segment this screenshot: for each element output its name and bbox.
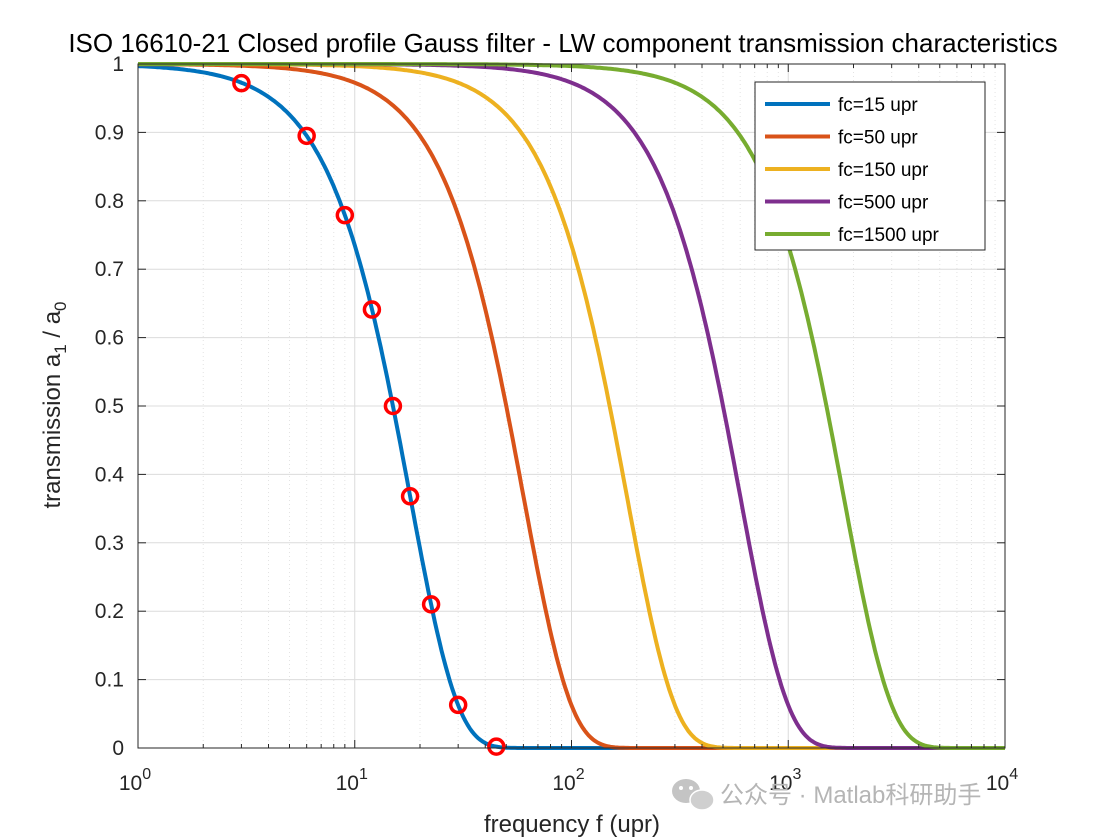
marker-point xyxy=(448,695,468,715)
marker-point xyxy=(297,126,316,146)
legend: fc=15 upr fc=50 upr fc=150 upr fc=500 upr fc… xyxy=(754,81,986,251)
y-axis-label: transmission a1 / a0 xyxy=(39,301,70,508)
marker-point xyxy=(383,396,403,416)
x-axis-label: frequency f (upr) xyxy=(484,811,660,838)
legend-label: fc=1500 upr xyxy=(838,225,940,246)
y-tick-label: 0 xyxy=(112,737,124,760)
chart-title: ISO 16610-21 Closed profile Gauss filter… xyxy=(68,28,1057,58)
marker-point xyxy=(362,300,382,319)
legend-label: fc=150 upr xyxy=(838,160,929,181)
legend-label: fc=15 upr xyxy=(838,95,918,116)
y-tick-label: 1 xyxy=(112,53,124,76)
x-tick-label: 102 xyxy=(552,766,584,795)
y-axis-label-mid: / a xyxy=(39,310,66,344)
y-tick-label: 0.3 xyxy=(95,532,124,555)
x-tick-label: 103 xyxy=(769,766,801,795)
marker-point xyxy=(421,595,441,614)
y-axis-label-sub1: 1 xyxy=(51,344,70,353)
legend-label: fc=500 upr xyxy=(838,193,929,214)
y-tick-label: 0.2 xyxy=(95,600,124,623)
marker-points xyxy=(232,73,506,756)
legend-box xyxy=(754,81,986,251)
y-tick-label: 0.6 xyxy=(95,327,124,350)
marker-point xyxy=(400,487,420,506)
y-tick-label: 0.5 xyxy=(95,395,124,418)
x-tick-label: 100 xyxy=(119,766,151,795)
wechat-icon xyxy=(672,779,715,811)
y-tick-label: 0.7 xyxy=(95,258,124,281)
legend-label: fc=50 upr xyxy=(838,128,918,149)
axis-ticks: 0 0.1 0.2 0.3 0.4 0.5 0.6 0.7 0.8 0.9 1 100 101 102 10… xyxy=(95,53,1018,795)
watermark: 公众号 · Matlab科研助手 xyxy=(672,779,981,811)
y-axis-label-sub2: 0 xyxy=(51,301,70,310)
x-tick-label: 104 xyxy=(986,766,1018,795)
watermark-text: 公众号 · Matlab科研助手 xyxy=(720,782,981,809)
y-tick-label: 0.1 xyxy=(95,669,124,692)
x-tick-label: 101 xyxy=(336,766,368,795)
y-axis-label-main: transmission a xyxy=(39,353,66,508)
marker-point xyxy=(232,73,251,93)
y-tick-label: 0.4 xyxy=(95,463,125,486)
y-tick-label: 0.8 xyxy=(95,190,124,213)
marker-point xyxy=(487,737,506,756)
y-tick-label: 0.9 xyxy=(95,121,124,144)
marker-point xyxy=(335,205,355,225)
